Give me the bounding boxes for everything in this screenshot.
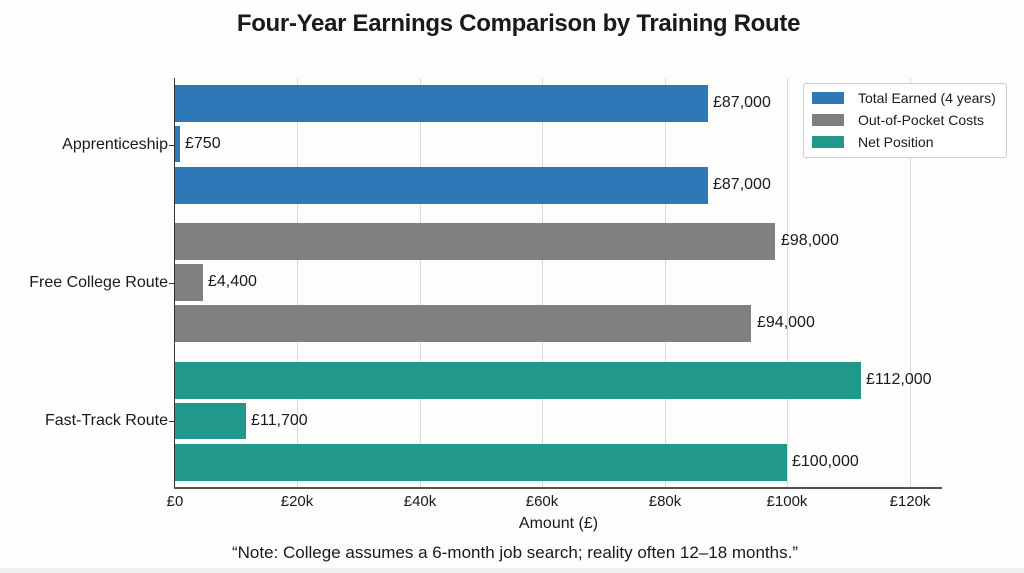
- value-label: £87,000: [713, 176, 771, 193]
- x-tick-label: £0: [166, 493, 184, 510]
- category-label-apprenticeship: Apprenticeship: [62, 136, 168, 153]
- value-label: £112,000: [866, 371, 932, 388]
- bar-free-college-total: [175, 223, 775, 260]
- chart-title: Four-Year Earnings Comparison by Trainin…: [236, 10, 801, 37]
- x-tick-label: £40k: [403, 493, 437, 510]
- bar-free-college-costs: [175, 264, 203, 301]
- gridline: [542, 78, 543, 488]
- bar-free-college-net: [175, 305, 751, 342]
- bottom-strip: [0, 568, 1024, 573]
- x-tick-label: £120k: [889, 493, 931, 510]
- category-label-free-college: Free College Route: [29, 274, 168, 291]
- value-label: £4,400: [208, 273, 257, 290]
- legend-item-total-earned: Total Earned (4 years): [812, 89, 996, 107]
- bar-fast-track-net: [175, 444, 787, 481]
- x-tick-label: £100k: [766, 493, 808, 510]
- gridline: [297, 78, 298, 488]
- chart-note: “Note: College assumes a 6-month job sea…: [231, 543, 798, 562]
- category-tick: [169, 283, 174, 284]
- legend-swatch-icon: [812, 92, 844, 104]
- bar-apprenticeship-costs: [175, 126, 180, 162]
- x-axis: [174, 487, 942, 489]
- legend-label: Net Position: [858, 134, 934, 150]
- bar-fast-track-total: [175, 362, 861, 399]
- x-tick-label: £20k: [280, 493, 314, 510]
- gridline: [420, 78, 421, 488]
- value-label: £750: [185, 135, 221, 152]
- x-tick-label: £60k: [525, 493, 559, 510]
- legend-item-out-of-pocket: Out-of-Pocket Costs: [812, 111, 984, 129]
- gridline: [665, 78, 666, 488]
- gridline: [787, 78, 788, 488]
- bar-fast-track-costs: [175, 403, 246, 439]
- legend-item-net-position: Net Position: [812, 133, 933, 151]
- x-axis-label: Amount (£): [518, 515, 599, 532]
- x-tick-label: £80k: [648, 493, 682, 510]
- value-label: £94,000: [757, 314, 815, 331]
- legend-swatch-icon: [812, 114, 844, 126]
- gridline: [910, 78, 911, 488]
- value-label: £100,000: [792, 453, 859, 470]
- legend-swatch-icon: [812, 136, 844, 148]
- value-label: £11,700: [251, 412, 308, 429]
- legend-label: Out-of-Pocket Costs: [858, 112, 985, 128]
- value-label: £98,000: [781, 232, 839, 249]
- y-axis: [174, 78, 175, 488]
- value-label: £87,000: [713, 94, 771, 111]
- bar-apprenticeship-total: [175, 85, 708, 122]
- bar-apprenticeship-net: [175, 167, 708, 204]
- category-label-fast-track: Fast-Track Route: [45, 412, 168, 429]
- legend-label: Total Earned (4 years): [858, 90, 996, 106]
- category-tick: [169, 421, 174, 422]
- category-tick: [169, 145, 174, 146]
- legend: Total Earned (4 years) Out-of-Pocket Cos…: [803, 83, 1007, 158]
